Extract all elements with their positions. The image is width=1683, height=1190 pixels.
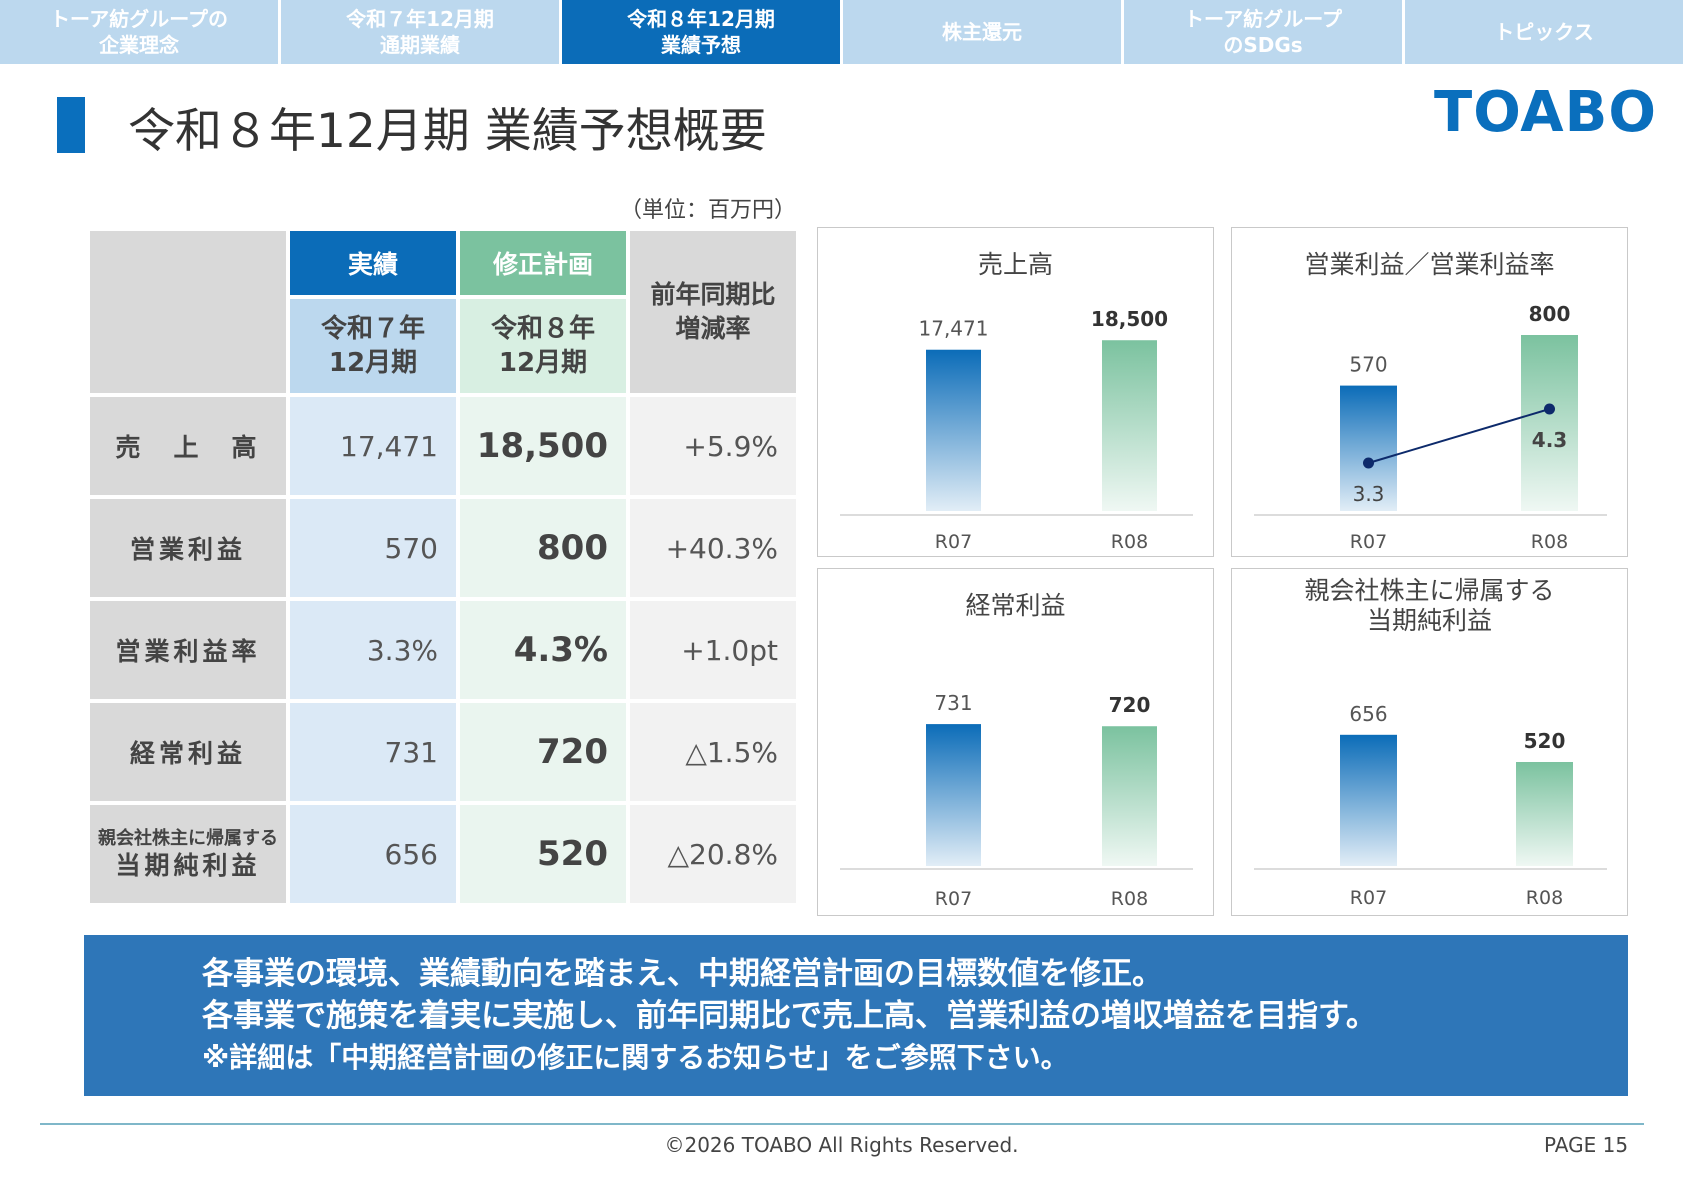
tab-shareholder-returns[interactable]: 株主還元 — [843, 0, 1124, 64]
header-actual: 実績 — [290, 231, 456, 295]
cell-yoy: +5.9% — [630, 397, 796, 495]
bar-value-label: 520 — [1524, 729, 1566, 753]
cell-yoy: △1.5% — [630, 703, 796, 801]
bar-r08 — [1102, 726, 1157, 866]
chart-svg: 570 R07 800 R08 3.3 4.3 — [1254, 302, 1607, 553]
bar-r07 — [926, 724, 981, 866]
tab-topics[interactable]: トピックス — [1405, 0, 1683, 64]
message-line-1: 各事業の環境、業績動向を踏まえ、中期経営計画の目標数値を修正。 — [202, 956, 1163, 992]
cell-actual: 17,471 — [290, 397, 456, 495]
page-title: 令和８年12月期 業績予想概要 — [128, 104, 767, 159]
unit-note: （単位：百万円） — [620, 198, 797, 223]
bar-r08 — [1102, 340, 1157, 511]
chart-title: 親会社株主に帰属する 当期純利益 — [1304, 576, 1555, 635]
bar-r08 — [1521, 335, 1578, 511]
cell-plan: 720 — [460, 703, 626, 801]
bar-value-label: 18,500 — [1091, 307, 1168, 331]
bar-r07 — [926, 349, 981, 511]
table-row: 売 上 高 17,471 18,500 +5.9% — [90, 397, 796, 495]
header-plan: 修正計画 — [460, 231, 626, 295]
cell-actual: 731 — [290, 703, 456, 801]
tab-philosophy[interactable]: トーア紡グループの 企業理念 — [0, 0, 281, 64]
category-label: R07 — [935, 531, 972, 553]
cell-actual: 570 — [290, 499, 456, 597]
category-label: R08 — [1111, 531, 1148, 553]
chart-ordinary-profit: 経常利益 731 R07 720 R08 — [817, 568, 1214, 916]
copyright: ©2026 TOABO All Rights Reserved. — [664, 1133, 1019, 1157]
page-number: PAGE 15 — [1544, 1133, 1629, 1157]
bar-value-label: 720 — [1109, 693, 1151, 717]
bar-value-label: 17,471 — [919, 317, 989, 341]
header-plan-period: 令和８年 12月期 — [460, 299, 626, 393]
row-label: 経常利益 — [90, 703, 286, 801]
cell-actual: 3.3% — [290, 601, 456, 699]
margin-label: 3.3 — [1353, 482, 1385, 506]
margin-point — [1544, 403, 1555, 415]
row-label-main: 当期純利益 — [115, 851, 261, 880]
row-label: 親会社株主に帰属する 当期純利益 — [90, 805, 286, 903]
top-nav-tabs: トーア紡グループの 企業理念 令和７年12月期 通期業績 令和８年12月期 業績… — [0, 0, 1683, 64]
bar-r08 — [1516, 762, 1573, 866]
cell-yoy: +1.0pt — [630, 601, 796, 699]
bar-value-label: 800 — [1529, 302, 1571, 326]
header-yoy: 前年同期比 増減率 — [630, 231, 796, 393]
tab-sdgs[interactable]: トーア紡グループ のSDGs — [1124, 0, 1405, 64]
table-row: 経常利益 731 720 △1.5% — [90, 703, 796, 801]
chart-operating-profit: 営業利益／営業利益率 570 R07 800 R08 3.3 4.3 — [1231, 227, 1628, 557]
row-label: 営業利益 — [90, 499, 286, 597]
tab-fy2025-results[interactable]: 令和７年12月期 通期業績 — [281, 0, 562, 64]
category-label: R07 — [1350, 887, 1387, 909]
message-note: ※詳細は「中期経営計画の修正に関するお知らせ」をご参照下さい。 — [202, 1041, 1069, 1074]
category-label: R08 — [1531, 531, 1568, 553]
bar-value-label: 731 — [934, 691, 972, 715]
category-label: R07 — [935, 888, 972, 910]
title-accent-bar — [57, 97, 85, 153]
chart-net-profit: 親会社株主に帰属する 当期純利益 656 R07 520 R08 — [1231, 568, 1628, 916]
cell-yoy: +40.3% — [630, 499, 796, 597]
table-row: 親会社株主に帰属する 当期純利益 656 520 △20.8% — [90, 805, 796, 903]
chart-svg: 731 R07 720 R08 — [840, 691, 1193, 910]
cell-plan: 800 — [460, 499, 626, 597]
bar-r07 — [1340, 734, 1397, 866]
table-corner — [90, 231, 286, 393]
category-label: R07 — [1350, 531, 1387, 553]
category-label: R08 — [1526, 887, 1563, 909]
chart-title: 経常利益 — [965, 591, 1066, 620]
bar-value-label: 656 — [1349, 702, 1387, 726]
cell-yoy: △20.8% — [630, 805, 796, 903]
chart-svg: 17,471 R07 18,500 R08 — [840, 307, 1193, 553]
table-row: 営業利益 570 800 +40.3% — [90, 499, 796, 597]
cell-plan: 520 — [460, 805, 626, 903]
table-row: 営業利益率 3.3% 4.3% +1.0pt — [90, 601, 796, 699]
chart-sales: 売上高 17,471 R07 18,500 R08 — [817, 227, 1214, 557]
footer-divider — [40, 1123, 1644, 1125]
margin-line — [1368, 408, 1550, 464]
row-label: 営業利益率 — [90, 601, 286, 699]
bar-r07 — [1340, 385, 1397, 511]
bar-value-label: 570 — [1349, 353, 1387, 377]
summary-message: 各事業の環境、業績動向を踏まえ、中期経営計画の目標数値を修正。 各事業で施策を着… — [84, 935, 1628, 1096]
cell-plan: 4.3% — [460, 601, 626, 699]
chart-title: 売上高 — [977, 250, 1053, 279]
margin-point — [1363, 457, 1374, 469]
message-line-2: 各事業で施策を着実に実施し、前年同期比で売上高、営業利益の増収増益を目指す。 — [202, 998, 1377, 1034]
cell-actual: 656 — [290, 805, 456, 903]
company-logo: TOABO — [1434, 80, 1657, 145]
chart-svg: 656 R07 520 R08 — [1254, 702, 1607, 909]
forecast-table: 実績 修正計画 前年同期比 増減率 令和７年 12月期 令和８年 12月期 売 … — [86, 227, 800, 907]
header-actual-period: 令和７年 12月期 — [290, 299, 456, 393]
category-label: R08 — [1111, 888, 1148, 910]
row-label-small: 親会社株主に帰属する — [98, 828, 278, 849]
margin-label: 4.3 — [1532, 428, 1567, 452]
tab-fy2026-forecast[interactable]: 令和８年12月期 業績予想 — [562, 0, 843, 64]
row-label: 売 上 高 — [90, 397, 286, 495]
cell-plan: 18,500 — [460, 397, 626, 495]
chart-title: 営業利益／営業利益率 — [1304, 250, 1555, 279]
